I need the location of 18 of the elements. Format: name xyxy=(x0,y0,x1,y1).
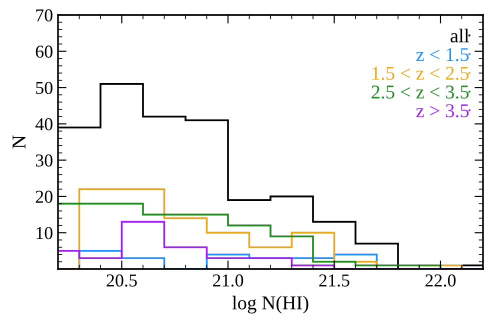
legend-label: z > 3.5 xyxy=(416,104,469,118)
legend-label: 2.5 < z < 3.5 xyxy=(372,86,469,99)
x-axis-title: log N(HI) xyxy=(232,296,308,314)
legend-label: 1.5 < z < 2.5 xyxy=(372,66,469,80)
x-tick-label: 21.5 xyxy=(319,274,350,287)
x-tick-label: 20.5 xyxy=(106,274,137,287)
y-tick-label: 20 xyxy=(36,190,52,203)
x-tick-label: 21.0 xyxy=(212,274,244,287)
y-tick-label: 60 xyxy=(36,46,52,58)
y-tick-label: 40 xyxy=(35,118,52,130)
legend-label: all xyxy=(450,28,469,42)
y-axis-title: N xyxy=(12,135,26,148)
legend-label: z < 1.5 xyxy=(416,48,469,62)
y-tick-label: 10 xyxy=(36,226,52,240)
y-tick-label: 70 xyxy=(36,9,52,22)
y-tick-label: 30 xyxy=(36,154,52,167)
x-tick-label: 22.0 xyxy=(425,274,456,287)
y-tick-label: 50 xyxy=(36,82,52,94)
